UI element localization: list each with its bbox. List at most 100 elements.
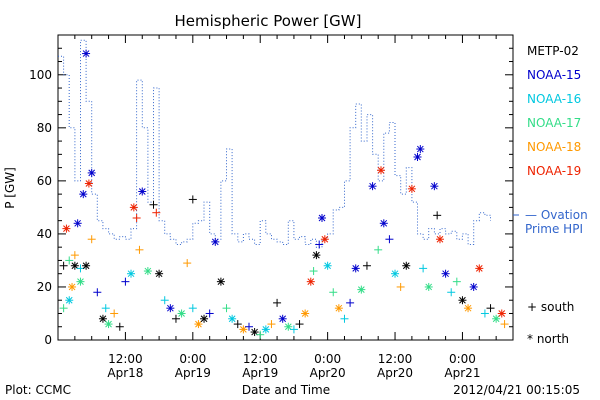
point-north-metp-02 bbox=[70, 261, 79, 270]
point-south-noaa-18 bbox=[500, 320, 509, 329]
point-north-metp-02 bbox=[98, 314, 107, 323]
point-north-noaa-18 bbox=[239, 325, 248, 334]
point-north-noaa-15 bbox=[278, 314, 287, 323]
point-north-noaa-15 bbox=[379, 219, 388, 228]
y-tick-label: 0 bbox=[44, 333, 52, 347]
point-south-noaa-15 bbox=[93, 288, 102, 297]
point-north-noaa-16 bbox=[65, 296, 74, 305]
point-north-noaa-15 bbox=[469, 282, 478, 291]
x-tick-date-label: Apr20 bbox=[377, 366, 413, 380]
point-south-noaa-15 bbox=[385, 235, 394, 244]
point-north-noaa-16 bbox=[391, 269, 400, 278]
point-south-metp-02 bbox=[115, 322, 124, 331]
point-south-metp-02 bbox=[149, 200, 158, 209]
point-south-noaa-17 bbox=[374, 245, 383, 254]
x-tick-time-label: 12:00 bbox=[378, 352, 413, 366]
point-north-noaa-17 bbox=[357, 285, 366, 294]
point-north-noaa-17 bbox=[492, 314, 501, 323]
x-axis-label: Date and Time bbox=[242, 383, 330, 397]
point-south-noaa-19 bbox=[132, 214, 141, 222]
point-south-noaa-16 bbox=[101, 304, 110, 313]
point-north-noaa-16 bbox=[323, 261, 332, 270]
point-north-noaa-15 bbox=[413, 153, 422, 161]
point-south-metp-02 bbox=[273, 298, 282, 307]
point-north-noaa-18 bbox=[68, 282, 77, 291]
point-north-noaa-19 bbox=[497, 309, 506, 318]
point-south-noaa-18 bbox=[110, 309, 119, 318]
point-south-noaa-15 bbox=[205, 309, 214, 318]
legend-item-noaa-16: NOAA-16 bbox=[527, 92, 581, 106]
y-tick-label: 40 bbox=[37, 227, 52, 241]
point-south-noaa-16 bbox=[289, 325, 298, 334]
x-tick-date-label: Apr18 bbox=[107, 366, 143, 380]
point-north-noaa-15 bbox=[441, 269, 450, 278]
y-tick-label: 60 bbox=[37, 174, 52, 188]
point-south-noaa-16 bbox=[160, 296, 169, 305]
point-north-noaa-15 bbox=[73, 219, 82, 228]
legend-south: + south bbox=[527, 300, 574, 314]
y-axis-ticks: 0 20 40 60 80 100 bbox=[29, 47, 513, 347]
point-south-noaa-16 bbox=[188, 304, 197, 313]
y-tick-label: 20 bbox=[37, 280, 52, 294]
point-south-noaa-18 bbox=[267, 320, 276, 329]
point-south-metp-02 bbox=[171, 314, 180, 323]
point-north-noaa-15 bbox=[318, 214, 327, 222]
point-north-noaa-15 bbox=[430, 182, 439, 191]
point-north-noaa-19 bbox=[62, 224, 71, 233]
point-north-metp-02 bbox=[250, 328, 259, 337]
point-south-metp-02 bbox=[433, 211, 442, 220]
point-north-noaa-18 bbox=[464, 304, 473, 313]
point-north-noaa-18 bbox=[301, 309, 310, 318]
point-south-noaa-17 bbox=[256, 330, 265, 339]
plot-frame bbox=[57, 34, 514, 341]
point-north-noaa-16 bbox=[127, 269, 136, 278]
legend-item-noaa-15: NOAA-15 bbox=[527, 68, 581, 82]
satellite-points bbox=[59, 49, 509, 339]
point-south-noaa-19 bbox=[152, 208, 161, 217]
point-south-noaa-15 bbox=[346, 298, 355, 307]
legend-item-metp-02: METP-02 bbox=[527, 44, 579, 58]
legend: METP-02 NOAA-15 NOAA-16 NOAA-17 NOAA-18 NOAA-… bbox=[527, 44, 581, 178]
point-north-metp-02 bbox=[458, 296, 467, 305]
point-south-metp-02 bbox=[188, 195, 197, 204]
x-tick-time-label: 0:00 bbox=[449, 352, 476, 366]
point-north-noaa-15 bbox=[79, 190, 88, 199]
point-north-noaa-19 bbox=[435, 235, 444, 244]
point-north-noaa-17 bbox=[284, 322, 293, 331]
point-south-noaa-17 bbox=[65, 256, 74, 265]
x-axis-ticks: 12:00Apr180:00Apr1912:00Apr190:00Apr2012… bbox=[57, 35, 514, 380]
point-south-noaa-18 bbox=[396, 282, 405, 291]
point-south-noaa-15 bbox=[315, 240, 324, 249]
point-north-metp-02 bbox=[312, 251, 321, 260]
legend-ovation-line1: — Ovation bbox=[525, 208, 588, 222]
point-south-metp-02 bbox=[233, 320, 242, 329]
point-north-noaa-18 bbox=[194, 320, 203, 329]
point-north-metp-02 bbox=[402, 261, 411, 270]
legend-item-noaa-19: NOAA-19 bbox=[527, 164, 581, 178]
x-tick-time-label: 12:00 bbox=[108, 352, 143, 366]
point-north-noaa-17 bbox=[76, 277, 85, 286]
point-south-noaa-16 bbox=[480, 309, 489, 318]
x-tick-date-label: Apr19 bbox=[242, 366, 278, 380]
legend-item-noaa-18: NOAA-18 bbox=[527, 140, 581, 154]
point-north-noaa-15 bbox=[82, 49, 91, 58]
point-north-noaa-15 bbox=[138, 187, 147, 196]
point-north-noaa-16 bbox=[261, 325, 270, 334]
point-north-noaa-15 bbox=[368, 182, 377, 191]
point-south-noaa-17 bbox=[222, 304, 231, 313]
ovation-step-line bbox=[58, 39, 491, 248]
x-tick-date-label: Apr21 bbox=[444, 366, 480, 380]
x-tick-time-label: 12:00 bbox=[243, 352, 278, 366]
legend-item-noaa-17: NOAA-17 bbox=[527, 116, 581, 130]
point-north-noaa-19 bbox=[129, 203, 138, 212]
point-north-metp-02 bbox=[155, 269, 164, 278]
ovation-series bbox=[58, 39, 491, 248]
point-south-noaa-17 bbox=[329, 288, 338, 297]
point-south-noaa-15 bbox=[121, 277, 130, 286]
point-north-noaa-15 bbox=[351, 264, 360, 273]
point-north-metp-02 bbox=[216, 277, 225, 286]
y-tick-label: 80 bbox=[37, 121, 52, 135]
y-tick-label: 100 bbox=[29, 68, 52, 82]
point-north-noaa-19 bbox=[376, 166, 385, 175]
footer-timestamp: 2012/04/21 00:15:05 bbox=[453, 383, 580, 397]
